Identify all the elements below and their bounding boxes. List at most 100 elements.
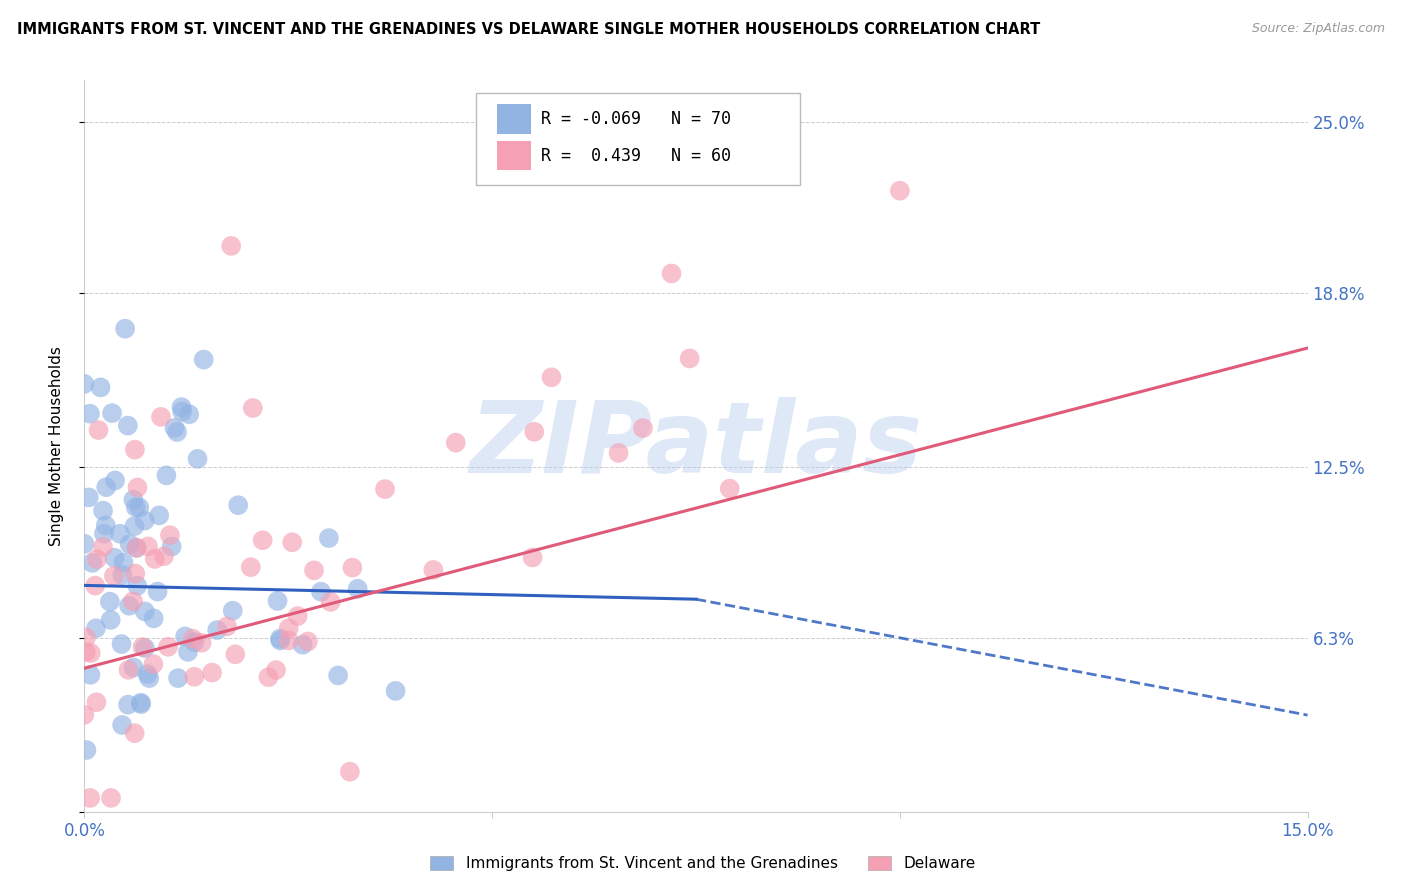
Point <box>98 594 121 608</box>
Point <box>342 560 364 574</box>
Point <box>219 239 242 253</box>
Point <box>111 568 134 582</box>
Point <box>264 663 287 677</box>
Text: ZIPatlas: ZIPatlas <box>470 398 922 494</box>
Legend: Immigrants from St. Vincent and the Grenadines, Delaware: Immigrants from St. Vincent and the Gren… <box>425 850 981 877</box>
Point <box>127 481 149 495</box>
Point <box>122 594 145 608</box>
Point <box>96 480 118 494</box>
Point <box>287 609 309 624</box>
Point <box>179 407 201 421</box>
Point <box>679 351 702 366</box>
Point <box>224 648 246 662</box>
Point <box>302 563 325 577</box>
Point <box>201 665 224 680</box>
Point <box>215 619 238 633</box>
Point <box>277 621 299 635</box>
Point <box>167 671 190 685</box>
Point <box>91 504 114 518</box>
Point <box>110 637 132 651</box>
Point <box>239 560 262 574</box>
Point <box>291 638 314 652</box>
Point <box>86 552 108 566</box>
Point <box>129 697 152 711</box>
Point <box>111 718 134 732</box>
Point <box>444 435 467 450</box>
Point <box>101 406 124 420</box>
Point <box>127 579 149 593</box>
Point <box>87 423 110 437</box>
Point <box>170 400 193 414</box>
Point <box>193 352 215 367</box>
Point <box>374 482 396 496</box>
Point <box>269 633 291 648</box>
Point <box>309 584 332 599</box>
Point <box>149 409 172 424</box>
Point <box>79 668 101 682</box>
Point <box>136 667 159 681</box>
Point <box>122 660 145 674</box>
Point <box>266 594 288 608</box>
Point <box>103 569 125 583</box>
Point <box>155 468 177 483</box>
Point <box>319 595 342 609</box>
Point <box>125 541 148 555</box>
Point <box>79 791 101 805</box>
Y-axis label: Single Mother Households: Single Mother Households <box>49 346 63 546</box>
Point <box>297 634 319 648</box>
Point <box>125 541 148 555</box>
Point <box>80 646 103 660</box>
Point <box>125 500 148 515</box>
Point <box>138 671 160 685</box>
Point <box>257 670 280 684</box>
Point <box>91 540 114 554</box>
Point <box>75 631 97 645</box>
Point <box>94 518 117 533</box>
Point <box>143 552 166 566</box>
Point <box>163 421 186 435</box>
Point <box>114 321 136 335</box>
Text: R = -0.069   N = 70: R = -0.069 N = 70 <box>541 110 731 128</box>
Point <box>281 535 304 549</box>
Point <box>124 726 146 740</box>
FancyBboxPatch shape <box>496 104 531 134</box>
Point <box>75 645 97 659</box>
Point <box>73 537 96 551</box>
Point <box>242 401 264 415</box>
Point <box>159 528 181 542</box>
Point <box>118 537 141 551</box>
Point <box>190 636 212 650</box>
Point <box>157 640 180 654</box>
Point <box>90 380 112 394</box>
Point <box>339 764 361 779</box>
Point <box>326 668 349 682</box>
Point <box>100 791 122 805</box>
Point <box>181 632 204 646</box>
Text: Source: ZipAtlas.com: Source: ZipAtlas.com <box>1251 22 1385 36</box>
Point <box>540 370 562 384</box>
Point <box>252 533 274 548</box>
Point <box>136 540 159 554</box>
Point <box>117 698 139 712</box>
Point <box>134 604 156 618</box>
Point <box>93 526 115 541</box>
Point <box>522 550 544 565</box>
Point <box>84 621 107 635</box>
Point <box>117 418 139 433</box>
Point <box>384 684 406 698</box>
Point <box>86 695 108 709</box>
Point <box>183 670 205 684</box>
Point <box>889 184 911 198</box>
Point <box>631 421 654 435</box>
Point <box>718 482 741 496</box>
Point <box>84 579 107 593</box>
Point <box>146 584 169 599</box>
Point <box>124 442 146 457</box>
Point <box>346 582 368 596</box>
Point <box>160 540 183 554</box>
Point <box>117 663 139 677</box>
Point <box>177 645 200 659</box>
Point <box>661 267 683 281</box>
Point <box>131 640 153 654</box>
Point <box>172 404 194 418</box>
